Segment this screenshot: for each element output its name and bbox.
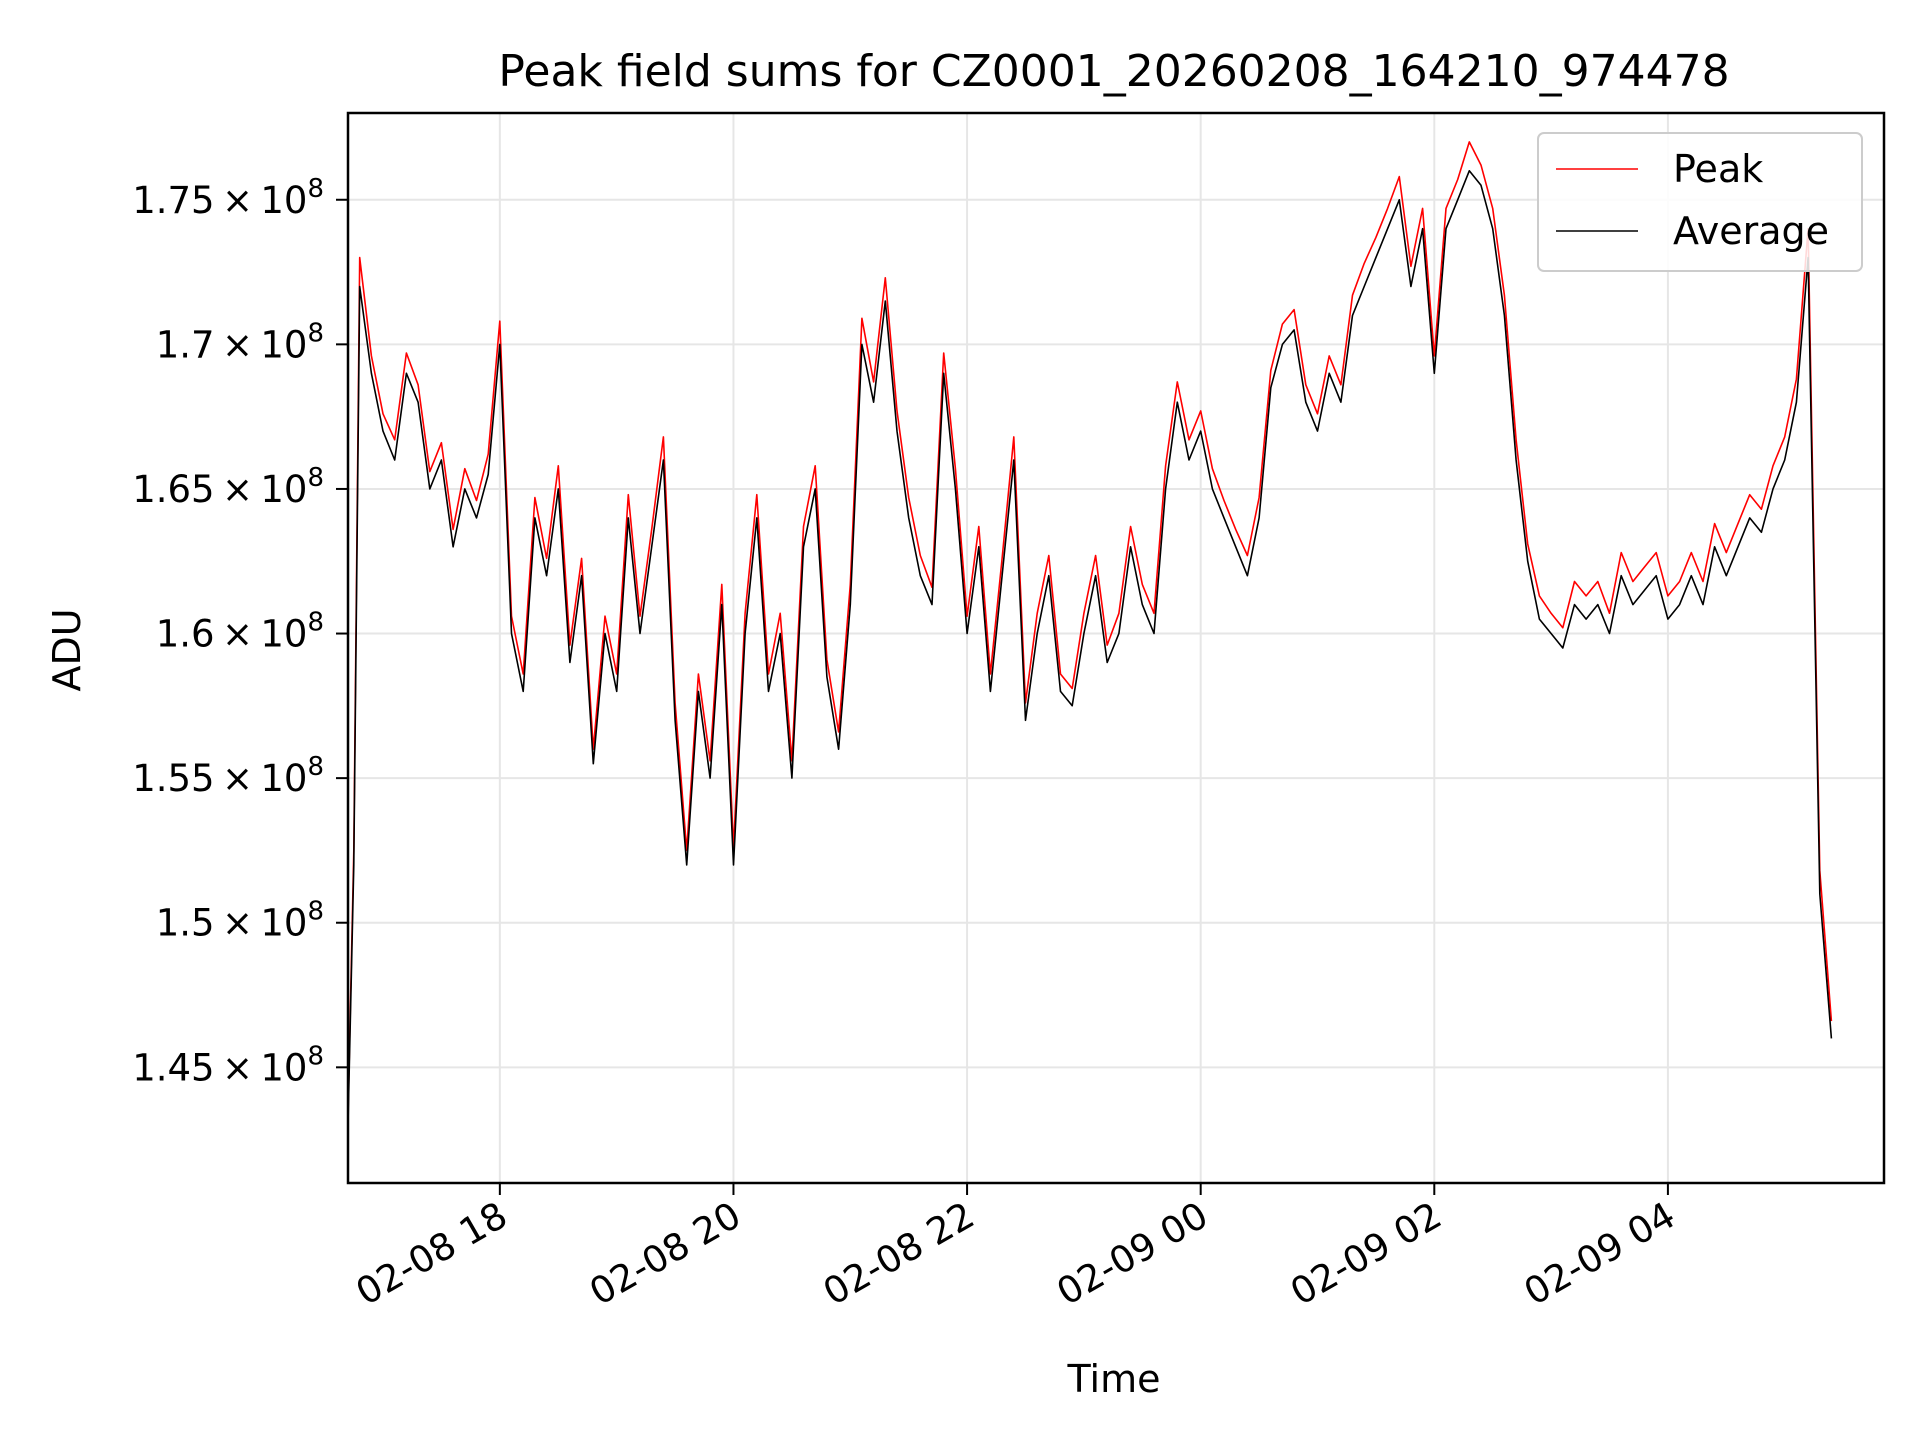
legend-label-average: Average — [1673, 209, 1829, 253]
y-tick-label-3: 1.6 × 108 — [156, 608, 324, 656]
y-tick-label-1: 1.5 × 108 — [156, 897, 324, 945]
legend: Peak Average — [1537, 132, 1863, 272]
legend-label-peak: Peak — [1673, 147, 1763, 191]
y-tick-label-2: 1.55 × 108 — [132, 752, 324, 800]
x-tick-label-1: 02-08 20 — [582, 1194, 748, 1314]
y-tick-label-0: 1.45 × 108 — [132, 1041, 324, 1089]
x-tick-label-2: 02-08 22 — [816, 1194, 982, 1314]
series-peak-line — [347, 141, 1833, 1117]
plot-frame — [346, 111, 1886, 1185]
y-axis-ticks: 1.45 × 108 1.5 × 108 1.55 × 108 1.6 × 108 1.… — [132, 174, 348, 1089]
x-axis-label: Time — [1067, 1357, 1161, 1401]
series-peak-group — [347, 141, 1833, 1117]
y-tick-label-4: 1.65 × 108 — [132, 463, 324, 511]
x-tick-label-3: 02-09 00 — [1050, 1194, 1216, 1314]
x-tick-label-0: 02-08 18 — [349, 1194, 515, 1314]
series-average-group — [347, 170, 1833, 1126]
x-tick-label-5: 02-09 04 — [1517, 1194, 1683, 1314]
y-tick-label-6: 1.75 × 108 — [132, 174, 324, 222]
y-axis-label: ADU — [45, 608, 89, 691]
chart-title: Peak field sums for CZ0001_20260208_1642… — [498, 46, 1729, 97]
x-tick-label-4: 02-09 02 — [1283, 1194, 1449, 1314]
x-axis-ticks: 02-08 18 02-08 20 02-08 22 02-09 00 02-09 02… — [349, 1183, 1683, 1314]
y-tick-label-5: 1.7 × 108 — [156, 318, 324, 366]
series-average-line — [347, 170, 1833, 1126]
legend-box — [1537, 132, 1863, 272]
gridlines — [348, 113, 1884, 1183]
